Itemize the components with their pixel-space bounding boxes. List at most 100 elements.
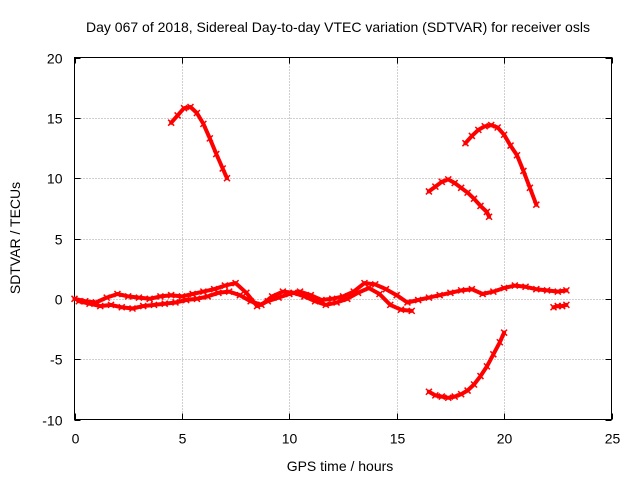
data-point (470, 380, 478, 389)
data-point (397, 306, 405, 314)
data-point (135, 294, 143, 302)
data-point (468, 132, 476, 140)
data-point (519, 167, 527, 175)
data-point (543, 286, 551, 294)
data-point (354, 289, 362, 297)
data-point (470, 195, 478, 203)
data-point (247, 297, 255, 305)
data-point (444, 175, 452, 183)
data-point (290, 289, 298, 297)
data-point (232, 279, 240, 287)
x-tick-label: 5 (179, 431, 187, 447)
data-point (311, 297, 319, 305)
data-point (474, 126, 482, 134)
data-point (300, 292, 308, 300)
data-point (371, 280, 379, 288)
data-point (124, 292, 132, 300)
data-point (483, 208, 491, 216)
grid (74, 57, 612, 420)
data-point (476, 202, 485, 210)
series-line (426, 330, 507, 400)
data-point (487, 121, 495, 129)
data-point (489, 288, 497, 296)
data-point (268, 292, 276, 300)
y-tick-label: 5 (55, 232, 63, 248)
data-point (554, 288, 562, 296)
data-point (333, 298, 341, 306)
data-point (532, 285, 540, 293)
data-point (146, 295, 154, 303)
data-point (212, 150, 220, 158)
data-point (485, 213, 493, 221)
data-point (343, 295, 351, 303)
data-point (457, 390, 465, 398)
data-point (242, 289, 250, 297)
data-point (96, 302, 104, 310)
series-group (461, 121, 540, 209)
data-point (161, 300, 169, 308)
data-point (461, 139, 469, 147)
data-point (206, 134, 214, 142)
x-axis-label: GPS time / hours (287, 458, 394, 474)
data-point (457, 286, 465, 294)
data-point (457, 184, 465, 192)
data-point (562, 301, 570, 309)
data-point (113, 290, 121, 298)
data-point (139, 302, 147, 310)
y-tick-label: -5 (50, 352, 63, 368)
data-point (438, 178, 446, 186)
x-tick-label: 20 (497, 431, 513, 447)
data-point (128, 304, 137, 313)
data-point (118, 303, 126, 311)
y-tick-label: 10 (47, 171, 63, 187)
data-point (464, 387, 472, 395)
data-point (236, 291, 244, 299)
data-point (464, 189, 472, 197)
data-point (522, 283, 530, 291)
data-point (322, 301, 330, 309)
data-point (431, 391, 439, 399)
data-point (526, 184, 534, 192)
data-point (500, 284, 508, 292)
data-point (156, 292, 164, 300)
data-point (532, 201, 540, 209)
data-point (408, 307, 416, 315)
series-group (167, 103, 231, 182)
data-point (468, 285, 476, 293)
data-point (393, 291, 401, 299)
data-point (86, 300, 94, 308)
series-group (425, 175, 493, 221)
y-axis-label: SDTVAR / TECUs (7, 182, 23, 294)
chart-title: Day 067 of 2018, Sidereal Day-to-day VTE… (86, 19, 590, 35)
data-point (174, 111, 182, 119)
data-point (219, 164, 227, 173)
data-point (225, 288, 233, 296)
data-point (489, 350, 497, 358)
data-point (167, 119, 175, 127)
y-tick-label: 20 (47, 51, 63, 67)
data-point (171, 298, 179, 306)
series-group (70, 279, 570, 310)
x-tick-label: 10 (282, 431, 298, 447)
data-point (451, 179, 459, 187)
data-point (279, 288, 287, 296)
data-point (70, 295, 79, 303)
data-point (446, 289, 454, 297)
data-point (382, 285, 390, 293)
data-point (204, 292, 212, 300)
data-point (431, 183, 439, 191)
x-tick-label: 25 (605, 431, 621, 447)
data-point (500, 131, 508, 139)
data-point (511, 282, 519, 290)
data-point (436, 291, 444, 299)
data-point (223, 174, 231, 182)
series-line (169, 105, 229, 181)
plot-frame (74, 57, 612, 420)
data-point (425, 294, 433, 302)
data-point (182, 296, 190, 304)
data-point (150, 301, 158, 309)
data-point (451, 393, 459, 401)
data-point (403, 298, 411, 306)
data-point (103, 294, 111, 302)
